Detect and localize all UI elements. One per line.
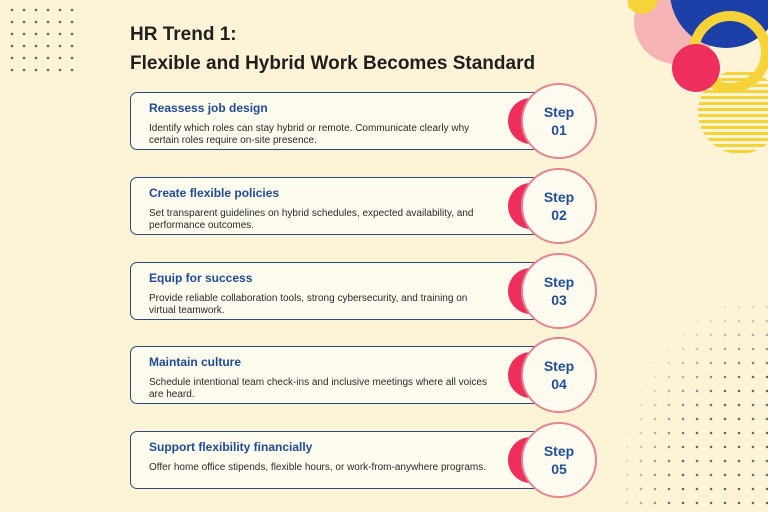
dot-pattern-bottom-right — [620, 300, 768, 512]
step-number: 03 — [551, 292, 567, 308]
step-description: Schedule intentional team check-ins and … — [149, 377, 487, 400]
step-title: Reassess job design — [149, 101, 268, 115]
step-badge-3: Step 03 — [521, 253, 597, 329]
step-card-3: Equip for success Provide reliable colla… — [130, 262, 550, 320]
decorative-circles — [628, 0, 768, 154]
step-card-5: Support flexibility financially Offer ho… — [130, 431, 550, 489]
step-number: 05 — [551, 461, 567, 477]
step-description: Set transparent guidelines on hybrid sch… — [149, 208, 474, 231]
step-title: Support flexibility financially — [149, 440, 313, 454]
step-label: Step — [543, 104, 575, 120]
step-badge-4: Step 04 — [521, 337, 597, 413]
step-badge-2: Step 02 — [521, 168, 597, 244]
step-description: Offer home office stipends, flexible hou… — [149, 462, 486, 473]
step-number: 04 — [551, 376, 567, 392]
step-number: 02 — [551, 207, 567, 223]
step-badge-5: Step 05 — [521, 422, 597, 498]
step-label: Step — [543, 358, 575, 374]
step-badge-1: Step 01 — [521, 83, 597, 159]
step-title: Create flexible policies — [149, 186, 280, 200]
step-title: Maintain culture — [149, 355, 242, 369]
step-description: Identify which roles can stay hybrid or … — [149, 123, 470, 146]
title-line-1: HR Trend 1: — [130, 24, 237, 45]
step-description: Provide reliable collaboration tools, st… — [149, 293, 468, 316]
step-title: Equip for success — [149, 271, 253, 285]
step-card-1: Reassess job design Identify which roles… — [130, 92, 550, 150]
page-title: HR Trend 1: Flexible and Hybrid Work Bec… — [130, 20, 535, 78]
step-label: Step — [543, 443, 575, 459]
step-label: Step — [543, 274, 575, 290]
title-line-2: Flexible and Hybrid Work Becomes Standar… — [130, 53, 536, 74]
step-card-2: Create flexible policies Set transparent… — [130, 177, 550, 235]
step-number: 01 — [551, 122, 567, 138]
step-label: Step — [543, 189, 575, 205]
step-card-4: Maintain culture Schedule intentional te… — [130, 346, 550, 404]
dot-pattern-top-left — [6, 4, 78, 76]
